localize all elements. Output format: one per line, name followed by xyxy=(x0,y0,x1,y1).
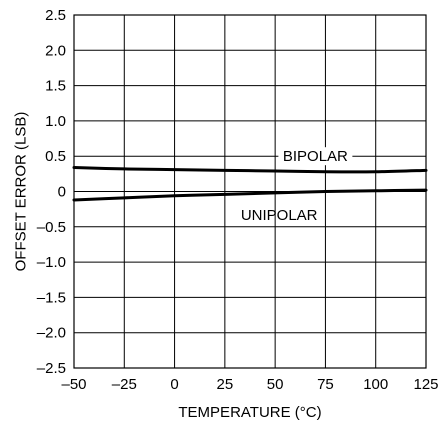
x-axis-title: TEMPERATURE (°C) xyxy=(178,404,321,421)
y-tick-label: –2.5 xyxy=(37,360,66,377)
x-tick-label: 50 xyxy=(267,376,284,393)
y-axis-title: OFFSET ERROR (LSB) xyxy=(12,112,29,272)
series-label-bipolar: BIPOLAR xyxy=(283,148,348,165)
y-tick-label: 0 xyxy=(58,184,66,201)
x-tick-label: 75 xyxy=(317,376,334,393)
series-labels: BIPOLAR UNIPOLAR xyxy=(241,147,353,224)
series-line-bipolar xyxy=(72,166,428,174)
series-lines xyxy=(72,166,428,202)
x-tick-label: –25 xyxy=(112,376,137,393)
x-tick-label: 25 xyxy=(217,376,234,393)
y-tick-label: –1.0 xyxy=(37,254,66,271)
series-line-unipolar xyxy=(72,188,428,202)
y-tick-label: 2.0 xyxy=(45,42,66,59)
y-tick-label: 0.5 xyxy=(45,148,66,165)
y-tick-label: 2.5 xyxy=(45,7,66,24)
x-tick-label: 0 xyxy=(170,376,178,393)
series-label-unipolar: UNIPOLAR xyxy=(241,207,318,224)
x-tick-label: 100 xyxy=(363,376,388,393)
y-tick-label: –2.0 xyxy=(37,325,66,342)
y-tick-labels: 2.5 2.0 1.5 1.0 0.5 0 –0.5 –1.0 –1.5 –2.0 –2.5 xyxy=(37,7,66,377)
x-tick-labels: –50 –25 0 25 50 75 100 125 xyxy=(61,376,438,393)
y-tick-label: –0.5 xyxy=(37,219,66,236)
y-tick-label: –1.5 xyxy=(37,289,66,306)
y-tick-label: 1.0 xyxy=(45,113,66,130)
x-tick-label: 125 xyxy=(413,376,438,393)
y-tick-label: 1.5 xyxy=(45,78,66,95)
x-tick-label: –50 xyxy=(61,376,86,393)
series-label-background xyxy=(278,147,353,166)
